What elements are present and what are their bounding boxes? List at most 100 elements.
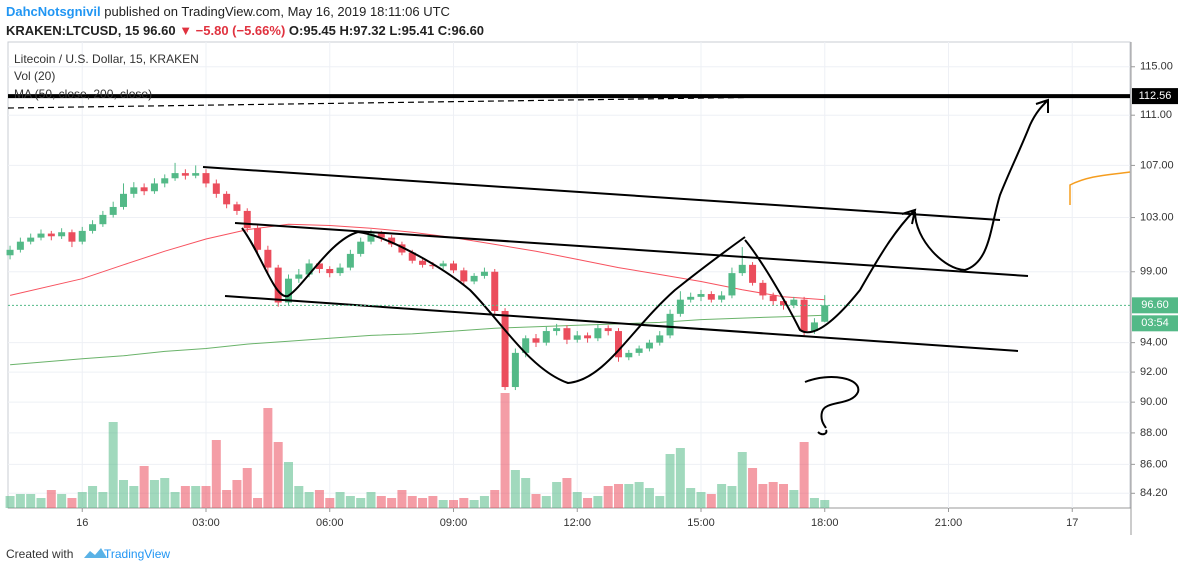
candle-layer [6,162,829,391]
x-tick-label: 03:00 [192,517,220,529]
candle-body [501,310,509,388]
volume-bar [304,492,314,508]
volume-bar [541,496,551,508]
candle-body [450,263,457,271]
candle-body [676,299,684,314]
y-tick-label: 90.00 [1140,396,1168,408]
candle-body [666,313,674,336]
candle-body [718,295,726,300]
candle-body [532,338,540,343]
candle-body [584,335,592,339]
candle-body [594,328,602,339]
volume-bar [67,498,77,508]
author[interactable]: DahcNotsgnivil [6,4,101,19]
volume-bar [222,490,232,508]
volume-bar [356,498,366,508]
candle-body [58,232,66,237]
volume-bar [418,498,428,508]
candle-body [212,183,220,194]
volume-bar [727,486,737,508]
x-tick-label: 09:00 [440,517,468,529]
footer-brand[interactable]: TradingView [104,547,170,561]
candle-body [254,228,262,250]
candle-body [645,342,653,349]
candle-body [315,263,323,269]
volume-bar [614,484,623,508]
candle-body [388,237,396,245]
volume-bar [98,492,108,508]
x-tick-label: 12:00 [563,517,591,529]
volume-bar [407,496,417,508]
volume-bar [593,496,603,508]
candle-body [728,273,736,296]
moving-average [9,223,825,301]
volume-bar [459,498,469,508]
volume-bar [717,484,727,508]
volume-bar [77,492,87,508]
candle-body [439,263,447,267]
candle-body [47,233,55,237]
moving-average [10,314,825,366]
volume-bar [510,470,520,508]
volume-bar [211,440,221,508]
y-tick-label: 94.00 [1140,337,1168,349]
candle-body [16,241,24,250]
candle-body [563,328,571,340]
volume-bar [562,478,572,508]
candle-body [130,187,138,194]
last-price: 96.60 [143,23,176,38]
candle-body [99,214,107,225]
volume-bar [366,492,376,508]
symbol: KRAKEN:LTCUSD, 15 [6,23,139,38]
volume-bar [655,496,665,508]
volume-bar [232,480,242,508]
volume-bar [57,494,67,508]
candle-body [202,173,210,184]
candle-body [697,294,705,297]
volume-bar [387,498,397,508]
volume-bar [737,452,747,508]
candle-body [604,328,612,332]
indicator-label: MA (50, close, 200, close) [14,87,152,101]
candle-body [480,271,488,276]
channel-top [202,166,1001,221]
volume-bar [768,482,778,508]
volume-bar [149,480,159,508]
freehand-path [241,227,746,385]
candle-body [553,328,561,332]
candle-body [542,331,550,343]
volume-bar [376,496,386,508]
candle-body [285,278,292,303]
candle-body [759,282,767,296]
volume-bar [294,486,304,508]
volume-bar [5,496,15,508]
question-mark [804,376,860,436]
footer-created: Created with [6,547,73,561]
candle-body [346,253,354,268]
candle-body [78,230,86,242]
volume-bar [479,496,489,508]
freehand-arrow [914,98,1049,272]
candle-body [68,232,76,242]
candle-body [656,335,664,343]
volume-bar [129,486,139,508]
volume-bar [748,468,758,508]
candle-body [223,193,231,205]
x-tick-label: 06:00 [316,517,344,529]
volume-bar [789,490,799,508]
volume-bar [624,484,634,508]
candle-body [367,233,375,242]
volume-bar [809,498,819,508]
candle-body [37,233,45,238]
axes: 115.00 111.00 107.00 103.00 99.00 94.00 92.00 9… [76,61,1174,529]
candle-body [790,299,798,306]
volume-bar [521,478,531,508]
candle-body [491,271,499,311]
price-tag [1132,88,1178,105]
volume-bar [201,486,211,508]
candle-body [161,178,169,184]
countdown-tag [1132,315,1178,332]
x-tick-label: 15:00 [687,517,715,529]
volume-bar [686,488,696,508]
